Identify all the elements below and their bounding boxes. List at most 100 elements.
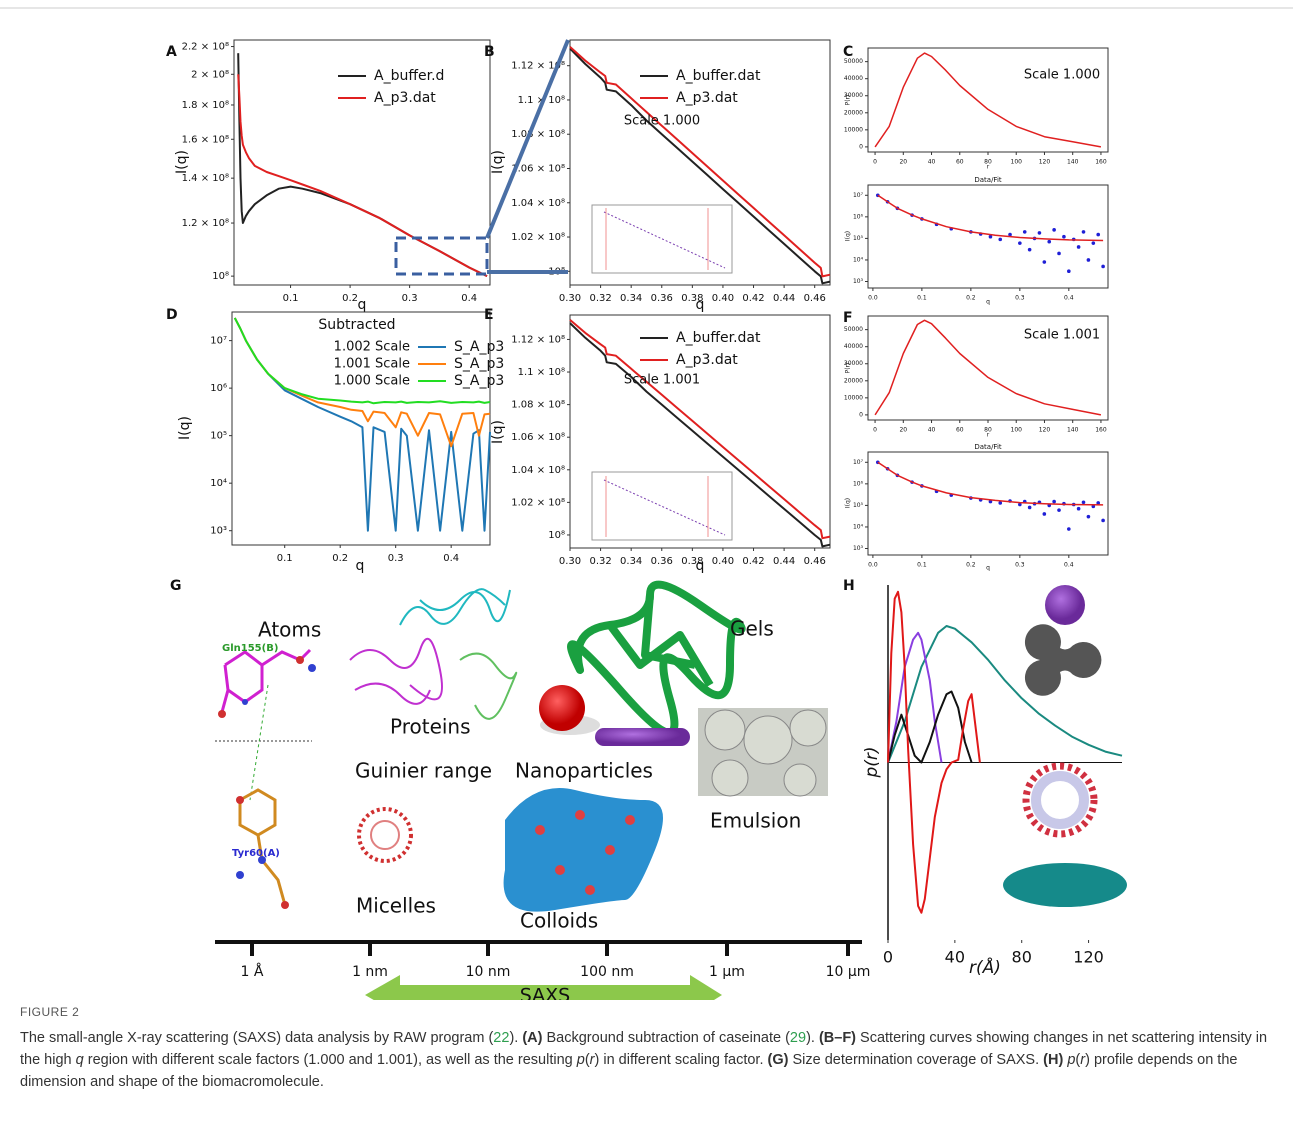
y-tick-label: 1.08 × 10⁸ [511, 400, 565, 411]
scale-label: 1.001 Scale [334, 357, 410, 372]
legend-label: A_buffer.dat [676, 68, 761, 84]
x-tick-label: 20 [899, 158, 907, 165]
atoms-illustration [215, 650, 316, 909]
micelle-illustration [359, 809, 411, 861]
panel-letter: B [484, 44, 495, 60]
x-tick-label: 0.4 [461, 293, 477, 304]
ellipsoid-icon [1003, 863, 1127, 907]
x-tick-label: 0.1 [917, 561, 927, 568]
x-tick-label: 0.42 [742, 556, 764, 567]
y-tick-label: 10⁵ [210, 431, 227, 442]
y-tick-label: 10⁷ [853, 459, 864, 466]
y-tick-label: 20000 [844, 109, 863, 116]
data-point [1077, 507, 1081, 511]
x-tick-label: 0.3 [1015, 561, 1025, 568]
data-point [1047, 240, 1051, 244]
range-label: SAXS [520, 985, 571, 1001]
x-tick-label: 0.32 [589, 293, 611, 304]
x-tick-label: 0.42 [742, 293, 764, 304]
y-tick-label: 0 [859, 411, 863, 418]
y-tick-label: 10⁵ [853, 235, 864, 242]
residue-label: Gln155(B) [222, 643, 278, 654]
y-tick-label: 1.04 × 10⁸ [511, 198, 565, 209]
data-point [1038, 231, 1042, 235]
y-tick-label: 1.12 × 10⁸ [511, 334, 565, 345]
emulsion-illustration [698, 708, 828, 796]
scale-label: 10 µm [826, 964, 871, 980]
y-axis-label: I(q) [174, 150, 190, 174]
y-tick-label: 40000 [844, 343, 863, 350]
caption-text: Size determination coverage of SAXS. [788, 1052, 1043, 1068]
legend-label: S_A_p3 [454, 373, 504, 389]
x-tick-label: 0.46 [804, 293, 826, 304]
data-point [1018, 241, 1022, 245]
caption-text: The small-angle X-ray scattering (SAXS) … [20, 1030, 493, 1046]
x-tick-label: 120 [1073, 947, 1104, 966]
x-tick-label: 0.4 [1064, 294, 1074, 301]
label: Emulsion [710, 809, 801, 833]
label: Guinier range [355, 759, 492, 783]
scale-ticks: 1 Å1 nm10 nm100 nm1 µm10 µm [241, 942, 871, 980]
y-axis-label: I(q) [490, 420, 506, 444]
x-tick-label: 120 [1039, 426, 1051, 433]
x-tick-label: 0.30 [559, 556, 581, 567]
label: Colloids [520, 909, 598, 933]
y-tick-label: 10⁶ [853, 480, 864, 487]
x-tick-label: 0.4 [1064, 561, 1074, 568]
x-tick-label: 0.2 [966, 294, 976, 301]
data-point [1043, 260, 1047, 264]
data-point [1087, 515, 1091, 519]
data-point [1082, 230, 1086, 234]
y-tick-label: 10⁶ [210, 383, 227, 394]
x-tick-label: 0.2 [966, 561, 976, 568]
y-tick-label: 10⁷ [210, 336, 227, 347]
y-tick-label: 1.02 × 10⁸ [511, 497, 565, 508]
x-tick-label: 60 [956, 426, 964, 433]
caption-text: ). [509, 1030, 522, 1046]
data-point [1092, 241, 1096, 245]
caption-text: ). [806, 1030, 819, 1046]
citation[interactable]: 29 [790, 1030, 806, 1046]
caption-panel: (A) [522, 1030, 542, 1046]
x-tick-label: 0.44 [773, 293, 795, 304]
y-tick-label: 1.04 × 10⁸ [511, 465, 565, 476]
label: Proteins [390, 715, 471, 739]
caption-panel: (B–F) [819, 1030, 856, 1046]
y-tick-label: 10³ [853, 545, 864, 552]
y-tick-label: 10⁸ [548, 530, 565, 541]
data-point [1067, 269, 1071, 273]
x-tick-label: 0.1 [277, 553, 293, 564]
citation[interactable]: 22 [493, 1030, 509, 1046]
y-tick-label: 10⁷ [853, 192, 864, 199]
y-tick-label: 1.06 × 10⁸ [511, 432, 565, 443]
x-tick-label: 0 [883, 947, 893, 966]
y-axis-label: I(q) [490, 150, 506, 174]
x-axis-label: q [986, 299, 990, 306]
x-tick-label: 140 [1067, 158, 1079, 165]
x-tick-label: 0.1 [283, 293, 299, 304]
legend-label: S_A_p3 [454, 339, 504, 355]
data-point [1077, 245, 1081, 249]
x-axis-label: q [356, 558, 365, 574]
y-axis-label: P(r) [845, 363, 852, 374]
panel-letter: F [843, 310, 853, 326]
panel-letter: A [166, 44, 177, 60]
x-tick-label: 60 [956, 158, 964, 165]
caption-text: ) in different scaling factor. [595, 1052, 768, 1068]
scale-label: 10 nm [466, 964, 511, 980]
data-point [1067, 527, 1071, 531]
y-tick-label: 1.8 × 10⁸ [182, 100, 229, 111]
guinier-inset [592, 472, 732, 540]
y-axis-label: P(r) [845, 95, 852, 106]
x-tick-label: 80 [1012, 947, 1032, 966]
data-point [1082, 500, 1086, 504]
y-tick-label: 10000 [844, 394, 863, 401]
scale-label: 1.002 Scale [334, 340, 410, 355]
data-point [1096, 233, 1100, 237]
panel-letter: D [166, 307, 178, 323]
caption-panel: (G) [768, 1052, 789, 1068]
colloid-illustration [504, 788, 663, 912]
page: 0.10.20.30.410⁸1.2 × 10⁸1.4 × 10⁸1.6 × 1… [0, 0, 1293, 1147]
data-point [1028, 248, 1032, 252]
annotation: Scale 1.001 [1024, 328, 1100, 343]
